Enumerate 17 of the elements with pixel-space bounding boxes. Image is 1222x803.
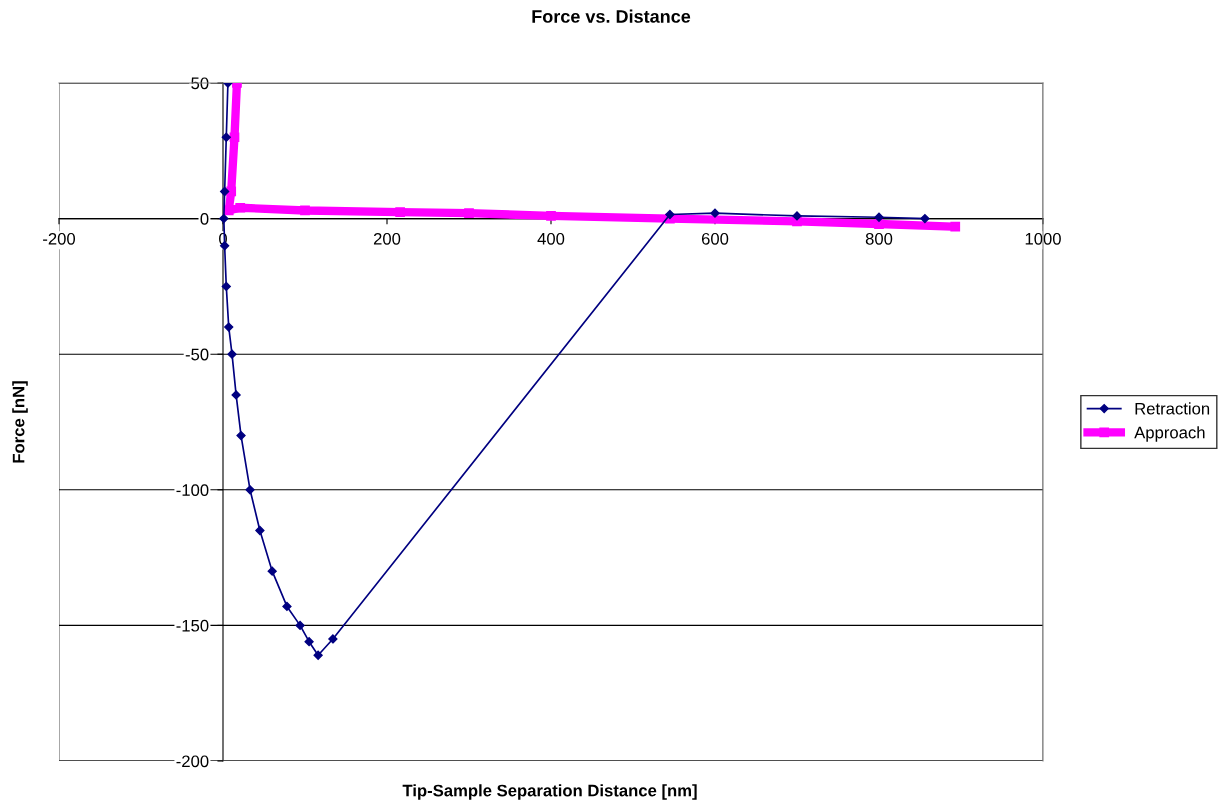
x-tick-label: 400 [537, 232, 565, 245]
y-tick-label: -200 [176, 755, 209, 768]
x-axis-title: Tip-Sample Separation Distance [nm] [402, 784, 697, 800]
x-tick-label: 1000 [1025, 232, 1061, 245]
x-tick-label: 800 [865, 232, 893, 245]
legend-label: Approach [1134, 426, 1205, 442]
y-tick-label: -50 [185, 348, 209, 361]
y-tick-label: -150 [176, 619, 209, 632]
x-tick-label: -200 [43, 232, 76, 245]
x-tick-label: 600 [701, 232, 729, 245]
x-tick-label: 200 [373, 232, 401, 245]
y-tick-label: 0 [200, 213, 209, 225]
y-axis-title: Force [nN] [12, 381, 28, 463]
y-tick-label: -100 [176, 484, 209, 496]
chart-title: Force vs. Distance [532, 9, 691, 23]
legend-label: Retraction [1135, 402, 1210, 415]
y-tick-label: 50 [191, 77, 209, 90]
